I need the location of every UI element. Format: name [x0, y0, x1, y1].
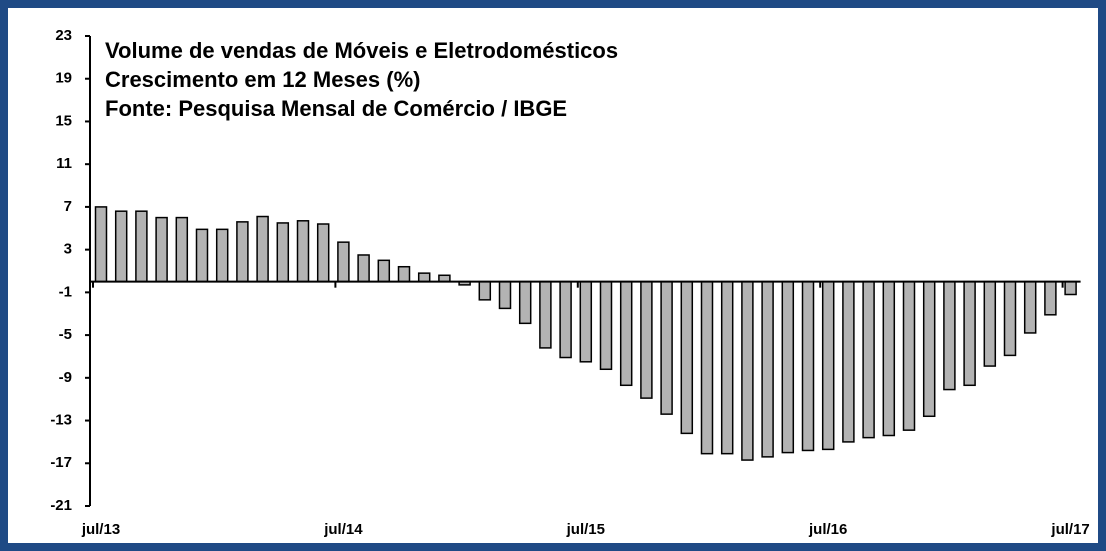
bar [902, 280, 916, 431]
y-tick-label: 23 [55, 27, 72, 44]
bar [579, 280, 593, 363]
bar [478, 280, 492, 301]
bar [1023, 280, 1037, 334]
bar [236, 221, 249, 283]
bar [801, 280, 815, 452]
bar [640, 280, 653, 399]
y-tick-label: -13 [50, 412, 72, 429]
bar [357, 254, 370, 283]
bar [498, 280, 512, 310]
bar [700, 280, 714, 455]
bar [1003, 280, 1017, 357]
x-tick-label: jul/15 [566, 521, 605, 538]
chart-title: Fonte: Pesquisa Mensal de Comércio / IBG… [105, 96, 567, 121]
bar [377, 259, 391, 283]
y-tick-label: 3 [64, 241, 72, 258]
bar [720, 280, 734, 455]
bar [135, 210, 148, 283]
bar [680, 280, 694, 435]
bar [559, 280, 572, 359]
y-tick-label: -21 [50, 497, 72, 514]
bar [114, 210, 128, 283]
bar [741, 280, 754, 461]
y-tick-label: 11 [56, 155, 72, 172]
y-tick-label: -17 [50, 454, 72, 471]
bar [539, 280, 552, 349]
bar [761, 280, 774, 458]
bar [175, 216, 189, 283]
x-tick-label: jul/13 [81, 521, 120, 538]
bar [943, 280, 956, 391]
bar [781, 280, 795, 454]
x-tick-label: jul/17 [1050, 521, 1089, 538]
bar [337, 241, 350, 283]
bar [1044, 280, 1057, 316]
bar [963, 280, 976, 387]
y-tick-label: 19 [55, 70, 72, 87]
bar [821, 280, 835, 451]
bar [619, 280, 633, 387]
bar [296, 220, 310, 283]
bar [155, 216, 168, 283]
chart-title: Volume de vendas de Móveis e Eletrodomés… [105, 38, 618, 63]
y-tick-label: -1 [59, 283, 72, 300]
bar [660, 280, 673, 415]
bar [842, 280, 855, 443]
bar [983, 280, 997, 367]
y-tick-label: 15 [55, 112, 72, 129]
bar [882, 280, 896, 437]
bar [316, 223, 330, 283]
bar [1064, 280, 1077, 296]
bar [397, 265, 411, 283]
y-tick-label: -9 [59, 369, 72, 386]
x-tick-label: jul/14 [323, 521, 363, 538]
bar [256, 215, 269, 283]
bar [94, 206, 108, 283]
bar [417, 272, 431, 283]
bar [862, 280, 875, 439]
chart-title: Crescimento em 12 Meses (%) [105, 67, 420, 92]
bar [518, 280, 532, 325]
bar [599, 280, 613, 371]
y-tick-label: -5 [59, 326, 72, 343]
bar [215, 228, 229, 283]
x-tick-label: jul/16 [808, 521, 847, 538]
y-tick-label: 7 [64, 198, 72, 215]
bar [922, 280, 936, 418]
bar [276, 222, 290, 283]
bar [195, 228, 209, 283]
